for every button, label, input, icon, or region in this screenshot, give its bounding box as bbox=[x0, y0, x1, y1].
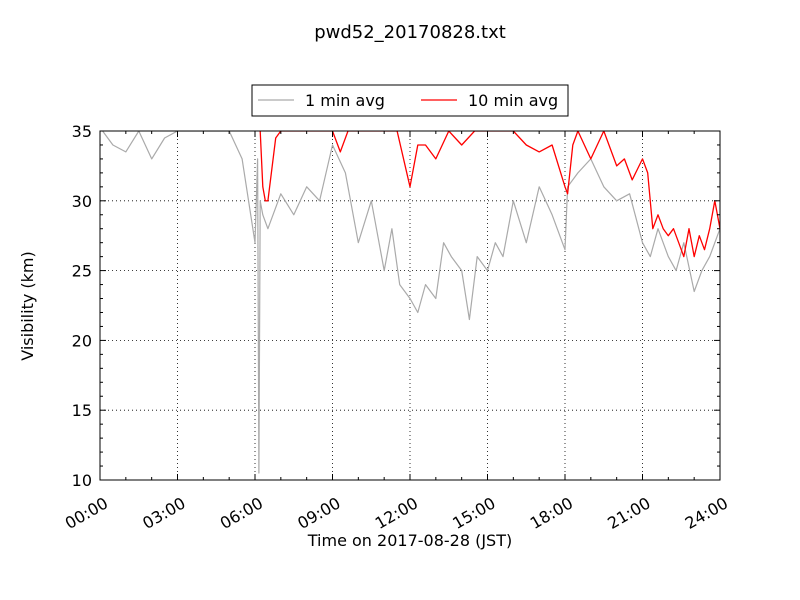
y-axis: 10 15 20 25 30 35 bbox=[72, 122, 720, 490]
series-1min-avg-line bbox=[102, 131, 720, 474]
y-tick-label: 15 bbox=[72, 401, 92, 420]
chart-title: pwd52_20170828.txt bbox=[314, 22, 506, 43]
y-tick-label: 20 bbox=[72, 331, 92, 350]
y-tick-label: 10 bbox=[72, 471, 92, 490]
x-tick-label: 12:00 bbox=[372, 493, 421, 533]
x-tick-label: 06:00 bbox=[217, 493, 266, 533]
y-tick-label: 25 bbox=[72, 262, 92, 281]
x-tick-label: 15:00 bbox=[449, 493, 498, 533]
legend-box bbox=[251, 84, 569, 117]
y-axis-label: Visibility (km) bbox=[18, 251, 37, 360]
legend: 1 min avg 10 min avg bbox=[251, 84, 569, 117]
legend-label-10min: 10 min avg bbox=[468, 91, 558, 110]
legend-label-1min: 1 min avg bbox=[305, 91, 385, 110]
series-layer bbox=[102, 131, 720, 474]
series-10min-avg-line bbox=[259, 131, 720, 258]
x-tick-label: 21:00 bbox=[604, 493, 653, 533]
x-tick-label: 00:00 bbox=[62, 493, 111, 533]
x-axis: 00:00 03:00 06:00 09:00 12:00 15:00 18:00 21:00… bbox=[62, 131, 731, 533]
x-tick-label: 24:00 bbox=[682, 493, 731, 533]
x-tick-label: 09:00 bbox=[294, 493, 343, 533]
y-tick-label: 35 bbox=[72, 122, 92, 141]
x-tick-label: 03:00 bbox=[139, 493, 188, 533]
x-axis-label: Time on 2017-08-28 (JST) bbox=[307, 531, 512, 550]
y-tick-label: 30 bbox=[72, 192, 92, 211]
x-tick-label: 18:00 bbox=[527, 493, 576, 533]
